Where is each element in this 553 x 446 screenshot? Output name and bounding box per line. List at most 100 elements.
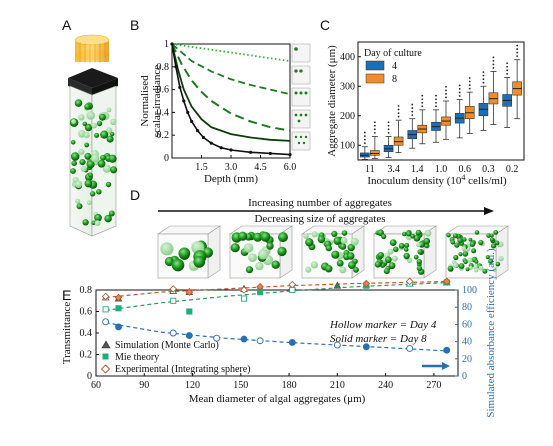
- panel-d: D Increasing number of aggregates Decrea…: [130, 187, 509, 279]
- cube-aggregate: [381, 233, 387, 240]
- cube-aggregate: [490, 243, 497, 249]
- outlier-point: [421, 105, 424, 108]
- chart-e-point-experimental: [169, 285, 177, 293]
- cube-aggregate: [317, 235, 326, 244]
- aggregate-sphere: [102, 164, 111, 173]
- chart-e-point-absorbance: [256, 337, 264, 345]
- chart-b-point: [229, 148, 233, 152]
- chart-c-box: [488, 56, 499, 125]
- chart-e-y2tick-label: 0: [462, 371, 467, 382]
- cube-aggregate: [383, 268, 390, 275]
- cube-aggregate: [416, 265, 423, 271]
- chart-e-point-experimental: [288, 280, 297, 289]
- chart-c: 100 200 300 400 11 3.4 1.4 1.0 0.6 0.3 0.2Inoculum…: [326, 41, 525, 187]
- chart-c-box: [360, 131, 370, 160]
- panel-a-letter: A: [62, 17, 72, 33]
- chart-e-point-experimental: [240, 286, 248, 294]
- outlier-point: [397, 115, 400, 118]
- cube-aggregate: [253, 232, 263, 242]
- chart-b-point: [170, 42, 174, 46]
- cube-aggregate: [353, 266, 359, 273]
- chart-b-series-line: [171, 43, 291, 96]
- chart-e-ytick-label: 0.6: [80, 307, 93, 318]
- aggregate-sphere: [108, 210, 115, 217]
- cube-aggregate: [248, 253, 257, 262]
- aggregate-sphere: [94, 132, 100, 138]
- cube-aggregate: [495, 261, 501, 267]
- cube-aggregate: [452, 233, 458, 239]
- aggregate-sphere: [90, 191, 96, 197]
- outlier-point: [387, 128, 390, 131]
- chart-e-point-experimental: [442, 277, 451, 286]
- chart-b-cube-thumb: [291, 87, 311, 107]
- aggregate-sphere: [78, 130, 86, 138]
- outlier-point: [397, 105, 400, 107]
- outlier-point: [482, 71, 485, 73]
- cube-aggregate: [325, 244, 332, 252]
- chart-c-xtick-label: 0.2: [506, 164, 519, 175]
- outlier-point: [506, 72, 509, 75]
- outlier-point: [387, 124, 390, 127]
- outlier-point: [468, 77, 471, 79]
- chart-e-point-absorbance: [333, 341, 341, 349]
- legend-label-experimental: Experimental (Integrating sphere): [115, 364, 251, 375]
- cube-aggregate: [462, 251, 469, 257]
- cube-aggregate: [305, 266, 312, 273]
- aggregate-sphere: [86, 111, 95, 120]
- cube-aggregate: [490, 233, 494, 238]
- trend-arrow-head: [484, 207, 494, 215]
- thumb-aggregate: [294, 69, 298, 73]
- cube-aggregate: [339, 266, 347, 274]
- aggregate-sphere: [96, 120, 103, 127]
- cube-aggregate: [416, 259, 422, 265]
- aggregate-sphere: [80, 165, 87, 172]
- outlier-point: [387, 121, 390, 124]
- chart-b-point: [186, 110, 190, 114]
- chart-e-trend-line: [105, 280, 451, 299]
- chart-e-xtick-label: 120: [185, 380, 200, 391]
- chart-e-xtick-label: 60: [91, 380, 101, 391]
- cube-aggregate: [325, 265, 333, 273]
- aggregate-sphere: [105, 127, 113, 134]
- outlier-point: [445, 89, 447, 92]
- cube-aggregate: [458, 252, 463, 257]
- chart-c-xtick-label: 0.6: [458, 164, 471, 175]
- chart-e-y2tick-label: 20: [462, 354, 472, 365]
- chart-c-box: [393, 105, 404, 154]
- chart-c-xtick-label: 0.3: [482, 164, 495, 175]
- chart-b-ylabel-line: Normalised: [139, 75, 151, 127]
- cube-aggregate: [305, 238, 314, 247]
- aggregate-sphere: [91, 154, 100, 163]
- cube-aggregate: [258, 249, 269, 260]
- chart-e-point-absorbance: [185, 332, 193, 340]
- cube-aggregate: [388, 262, 396, 270]
- chart-e-point-mie: [115, 305, 122, 312]
- cube-aggregate: [393, 246, 399, 253]
- aggregate-sphere: [108, 154, 117, 163]
- outlier-point: [516, 51, 519, 54]
- outlier-point: [363, 142, 366, 145]
- cube-aggregate: [347, 252, 355, 260]
- chart-b-point: [178, 85, 182, 89]
- cube-aggregate: [406, 231, 412, 237]
- legend-title: Day of culture: [364, 48, 422, 59]
- chart-c-ylabel: Aggregate diameter (μm): [326, 45, 338, 157]
- aggregate-sphere: [75, 198, 81, 204]
- cube-aggregate: [417, 249, 423, 255]
- chart-b-xtick-label: 4.5: [254, 162, 267, 173]
- chart-e-ytick-label: 0: [87, 371, 92, 382]
- outlier-point: [373, 121, 376, 124]
- panel-e: E 60 90 120 150 180 210 240 270 0 0.2 0.4 0.6 0.8 0 20…: [61, 248, 497, 418]
- chart-e-point-absorbance: [443, 346, 451, 354]
- cube-aggregate: [193, 255, 206, 268]
- legend-label: 8: [392, 74, 397, 85]
- chart-e-y2tick-label: 100: [462, 285, 477, 296]
- thumb-aggregate: [299, 69, 303, 73]
- outlier-point: [482, 78, 485, 81]
- panel-e-letter: E: [62, 287, 71, 303]
- outlier-point: [363, 131, 366, 134]
- chart-e-point-absorbance: [288, 339, 296, 346]
- outlier-point: [387, 131, 390, 134]
- aggregate-sphere: [94, 220, 101, 227]
